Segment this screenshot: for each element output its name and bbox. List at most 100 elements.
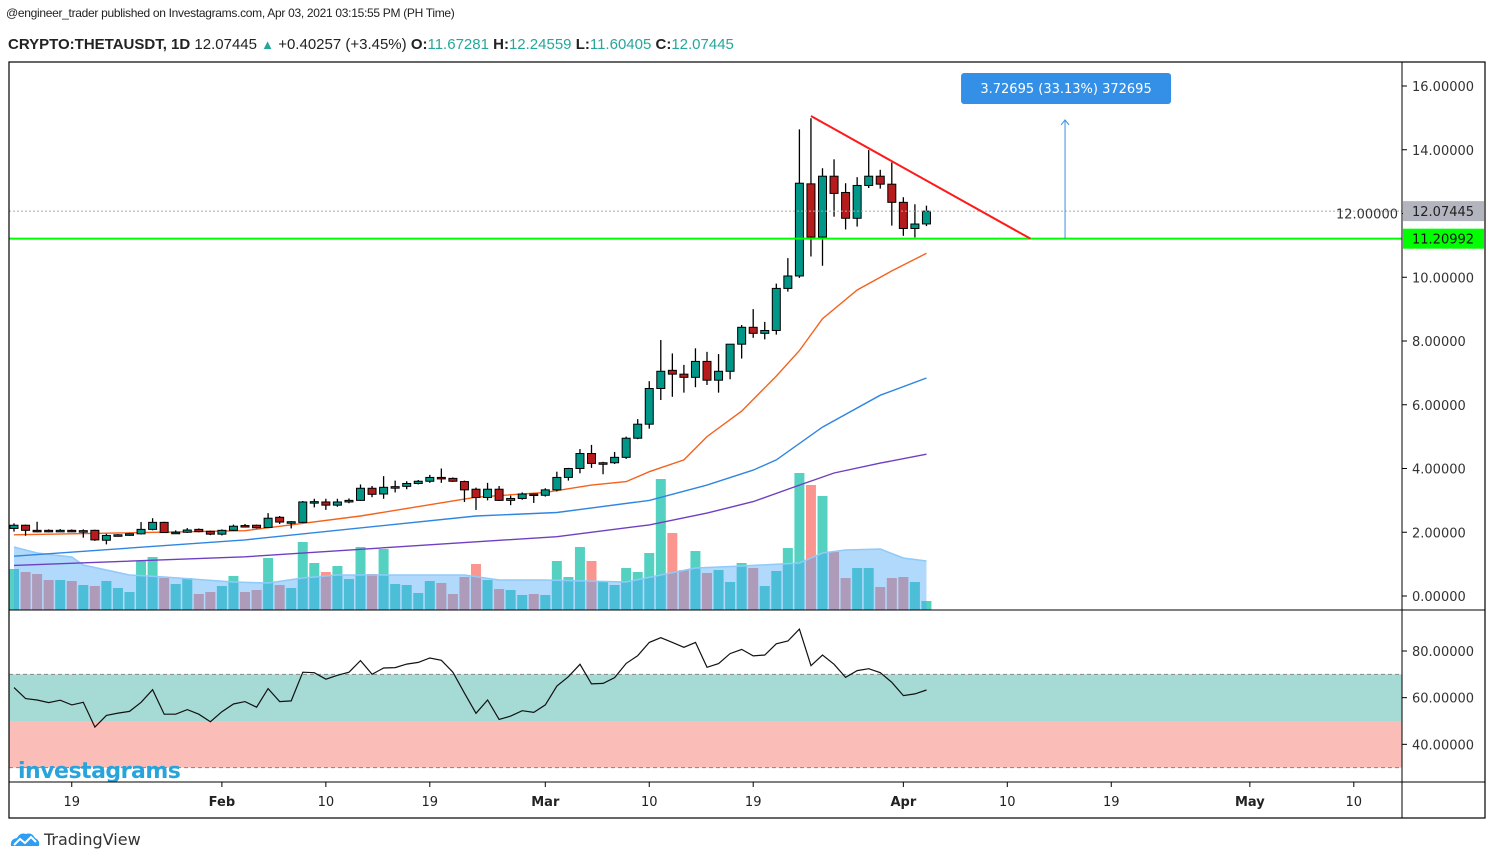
- moving-average-ma50: [13, 377, 927, 557]
- tradingview-brand[interactable]: TradingView: [10, 830, 141, 849]
- volume-bar: [66, 581, 77, 610]
- candle: [159, 521, 169, 534]
- volume-bar: [586, 561, 597, 610]
- volume-bar: [182, 578, 193, 610]
- candle-body: [101, 534, 111, 541]
- volume-bar: [886, 578, 897, 610]
- candle-body: [205, 530, 215, 535]
- candle: [598, 461, 608, 475]
- symbol-name[interactable]: CRYPTO:THETAUSDT, 1D: [8, 36, 191, 53]
- candle: [506, 495, 516, 506]
- volume-ma-area: [13, 546, 927, 610]
- time-tick-label: 19: [1103, 795, 1120, 810]
- candle: [783, 258, 793, 292]
- axes[interactable]: 16.00000 14.00000 12.00000 10.00000 8.00000 6…: [63, 80, 1484, 810]
- volume-bar: [759, 586, 770, 610]
- volume-bar: [678, 570, 689, 610]
- candle-body: [841, 191, 851, 219]
- candle: [633, 419, 643, 440]
- rsi-upper-band: [9, 674, 1402, 721]
- volume-bar: [263, 558, 274, 610]
- rsi-tick-label: 60.00000: [1412, 692, 1474, 707]
- candle-body: [875, 175, 885, 185]
- candle-body: [633, 423, 643, 439]
- volume-bar: [55, 580, 66, 610]
- candle-body: [55, 529, 65, 533]
- candle: [21, 524, 31, 536]
- price-tick-label: 10.00000: [1412, 271, 1474, 286]
- volume-bar: [355, 547, 366, 610]
- candle-body: [136, 528, 146, 535]
- candle: [332, 498, 342, 507]
- measure-label-box[interactable]: [961, 73, 1172, 104]
- volume-bar: [540, 595, 551, 610]
- volume-bar: [32, 574, 43, 610]
- candle: [852, 177, 862, 227]
- volume-bar: [9, 569, 19, 610]
- candle-body: [275, 516, 285, 523]
- candle: [55, 529, 65, 533]
- volume-bar: [482, 580, 493, 610]
- time-tick-label: 10: [318, 795, 335, 810]
- candle: [621, 436, 631, 459]
- candle: [587, 444, 596, 468]
- volume-bar: [459, 577, 470, 610]
- last-price-badge-label: 12.07445: [1412, 205, 1474, 220]
- time-tick-label: May: [1235, 795, 1265, 810]
- candle: [702, 351, 712, 385]
- candle: [690, 348, 700, 388]
- candle: [263, 513, 273, 529]
- candle-body: [263, 517, 273, 528]
- candle-body: [44, 529, 54, 533]
- volume-bar: [216, 586, 227, 610]
- candle-body: [332, 501, 342, 506]
- candle: [748, 309, 758, 338]
- candle: [44, 529, 54, 533]
- volume-ma-fill: [14, 547, 927, 610]
- candle-body: [921, 210, 931, 225]
- candle-body: [887, 183, 897, 203]
- candle-body: [494, 488, 504, 501]
- volume-bar: [286, 588, 297, 610]
- candle-body: [806, 183, 816, 238]
- moving-averages: [13, 252, 927, 567]
- trendline[interactable]: [810, 115, 1031, 240]
- candle: [321, 498, 331, 510]
- volume-bar: [274, 585, 285, 610]
- candle: [737, 325, 747, 359]
- time-tick-label: 10: [641, 795, 658, 810]
- candle: [875, 169, 885, 189]
- volume-bar: [390, 584, 401, 610]
- rsi-line: [13, 627, 927, 729]
- moving-average-ma100: [13, 453, 927, 567]
- volume-bar: [898, 577, 909, 610]
- candle-body: [818, 175, 827, 238]
- candle-body: [517, 493, 527, 499]
- volume-bar: [251, 590, 262, 610]
- close-value: 12.07445: [671, 36, 734, 53]
- time-tick-label: 10: [999, 795, 1016, 810]
- volume-bar: [517, 595, 528, 610]
- candle-body: [864, 175, 874, 186]
- volume-ma-line: [13, 546, 927, 584]
- candle-body: [402, 482, 412, 487]
- volume-bar: [621, 568, 632, 610]
- time-tick-label: 19: [745, 795, 762, 810]
- chart-frame: [8, 61, 1486, 819]
- open-label: O:: [410, 36, 428, 53]
- volume-bar: [320, 572, 331, 610]
- candle: [771, 283, 781, 335]
- candle-body: [21, 524, 31, 531]
- drawings[interactable]: 3.72695 (33.13%) 372695: [9, 73, 1402, 240]
- candle: [921, 205, 931, 227]
- candle-body: [910, 223, 920, 229]
- candle-body: [32, 529, 42, 533]
- time-tick-label: Mar: [531, 795, 560, 810]
- volume-bar: [655, 479, 666, 610]
- high-label: H:: [493, 36, 509, 53]
- volume-bar: [43, 580, 54, 610]
- candle: [309, 498, 319, 508]
- candle-body: [737, 326, 747, 345]
- volume-bar: [805, 485, 816, 610]
